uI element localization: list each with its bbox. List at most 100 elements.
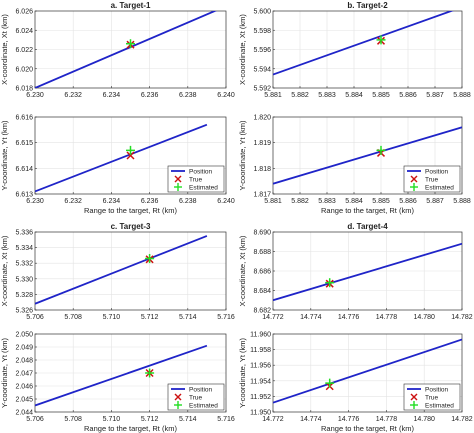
x-tick-label: 14.782: [451, 314, 473, 321]
x-tick-label: 6.232: [64, 92, 82, 99]
legend-label-true: True: [425, 177, 439, 184]
x-tick-label: 6.240: [217, 198, 235, 205]
y-tick-label: 5.332: [15, 261, 33, 268]
legend-label-true: True: [425, 395, 439, 402]
y-axis-label: Y-coordinate, Yt (km): [0, 337, 9, 408]
y-axis-label: Y-coordinate, Yt (km): [238, 120, 247, 191]
y-tick-label: 5.598: [253, 28, 271, 35]
x-tick-label: 14.774: [300, 314, 322, 321]
y-tick-label: 6.020: [15, 66, 33, 73]
y-tick-label: 5.328: [15, 292, 33, 299]
x-tick-label: 6.234: [103, 92, 121, 99]
y-tick-label: 11.960: [250, 332, 271, 339]
estimated-marker: [325, 378, 335, 388]
y-axis-label: X-coordinate, Xt (km): [238, 235, 247, 306]
estimated-marker: [145, 368, 155, 378]
x-tick-label: 14.780: [413, 314, 435, 321]
position-line: [273, 338, 462, 404]
x-tick-label: 6.232: [64, 198, 82, 205]
legend-label-true: True: [189, 177, 203, 184]
x-tick-label: 5.706: [26, 314, 44, 321]
x-tick-label: 6.236: [141, 92, 159, 99]
x-axis-label: Range to the target, Rt (km): [321, 424, 414, 433]
y-tick-label: 2.044: [15, 410, 33, 417]
x-tick-label: 14.772: [262, 416, 284, 423]
legend-label-position: Position: [189, 387, 213, 394]
plot-frame: [34, 10, 227, 89]
x-tick-label: 5.716: [217, 314, 235, 321]
y-axis-label: Y-coordinate, Yt (km): [0, 120, 9, 191]
estimated-marker: [376, 145, 386, 155]
y-tick-label: 8.684: [253, 288, 271, 295]
legend-estimated-swatch: [174, 401, 182, 409]
chart-title: b. Target-2: [347, 1, 388, 10]
y-tick-label: 6.026: [15, 9, 33, 16]
y-axis-label: X-coordinate, Xt (km): [238, 14, 247, 85]
y-tick-label: 8.690: [253, 230, 271, 237]
y-tick-label: 11.956: [250, 363, 271, 370]
chart-panel-3: 5.881 5.882 5.883 5.884 5.885 5.886 5.887 5.888…: [238, 1, 471, 99]
position-line: [35, 344, 208, 407]
y-tick-label: 1.819: [253, 140, 271, 147]
x-tick-label: 14.778: [376, 416, 398, 423]
x-tick-label: 5.712: [141, 416, 159, 423]
legend-true-swatch: [174, 175, 182, 183]
y-tick-label: 6.613: [15, 192, 33, 199]
x-tick-label: 5.714: [179, 416, 197, 423]
x-tick-label: 6.236: [141, 198, 159, 205]
x-tick-label: 5.716: [217, 416, 235, 423]
x-axis-label: Range to the target, Rt (km): [84, 206, 177, 215]
y-axis-label: X-coordinate, Xt (km): [0, 235, 9, 306]
chart-panel-4: 5.881 5.882 5.883 5.884 5.885 5.886 5.887 5.888…: [238, 115, 471, 216]
x-tick-label: 5.881: [264, 92, 282, 99]
legend-label-true: True: [189, 395, 203, 402]
chart-panel-8: 14.772 14.774 14.776 14.778 14.780 14.782 11.9…: [238, 332, 473, 433]
x-tick-label: 6.238: [179, 198, 197, 205]
y-tick-label: 2.045: [15, 397, 33, 404]
y-tick-label: 2.049: [15, 345, 33, 352]
estimated-marker: [376, 35, 386, 45]
estimated-marker: [126, 145, 135, 155]
y-tick-label: 11.958: [250, 347, 271, 354]
x-tick-label: 5.881: [264, 198, 282, 205]
x-tick-label: 14.782: [451, 416, 473, 423]
plot-frame: [272, 116, 463, 195]
chart-panel-7: 14.772 14.774 14.776 14.778 14.780 14.782 8.68…: [238, 222, 473, 321]
y-tick-label: 5.330: [15, 276, 33, 283]
x-tick-label: 6.240: [217, 92, 235, 99]
x-tick-label: 5.714: [179, 314, 197, 321]
y-tick-label: 6.022: [15, 47, 33, 54]
y-tick-label: 8.688: [253, 249, 271, 256]
x-tick-label: 14.776: [338, 314, 360, 321]
x-tick-label: 5.706: [26, 416, 44, 423]
chart-title: a. Target-1: [111, 1, 151, 10]
chart-panel-1: 6.230 6.232 6.234 6.236 6.238 6.240 6.018 6.020…: [0, 1, 235, 99]
plot-frame: [34, 231, 227, 311]
position-line: [273, 242, 462, 302]
chart-title: d. Target-4: [347, 222, 388, 231]
x-tick-label: 5.708: [64, 314, 82, 321]
x-tick-label: 5.884: [345, 198, 363, 205]
legend-true-swatch: [410, 393, 418, 401]
x-tick-label: 5.888: [453, 92, 471, 99]
x-tick-label: 14.780: [413, 416, 435, 423]
y-tick-label: 5.592: [253, 86, 271, 93]
x-tick-label: 6.230: [26, 92, 44, 99]
x-tick-label: 5.710: [103, 314, 121, 321]
legend-estimated-swatch: [410, 183, 418, 191]
legend-label-estimated: Estimated: [189, 403, 218, 410]
estimated-marker: [145, 254, 155, 264]
legend-label-position: Position: [425, 169, 449, 176]
x-tick-label: 5.886: [399, 92, 417, 99]
plot-frame: [34, 333, 227, 413]
x-tick-label: 14.778: [376, 314, 398, 321]
y-tick-label: 6.018: [15, 86, 33, 93]
y-tick-label: 5.336: [15, 230, 33, 237]
y-axis-label: X-coordinate, Xt (km): [0, 14, 9, 85]
position-line: [35, 235, 208, 305]
